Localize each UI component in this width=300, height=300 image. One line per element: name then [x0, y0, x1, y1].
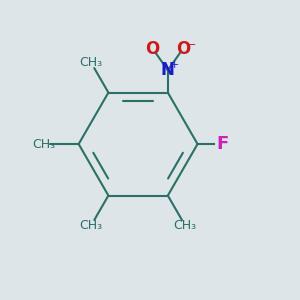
Text: +: +: [170, 60, 179, 70]
Text: CH₃: CH₃: [174, 219, 197, 232]
Text: CH₃: CH₃: [80, 219, 103, 232]
Text: N: N: [161, 61, 175, 79]
Text: −: −: [187, 40, 196, 50]
Text: F: F: [216, 135, 228, 153]
Text: CH₃: CH₃: [80, 56, 103, 69]
Text: O: O: [146, 40, 160, 58]
Text: O: O: [176, 40, 190, 58]
Text: CH₃: CH₃: [32, 138, 56, 151]
